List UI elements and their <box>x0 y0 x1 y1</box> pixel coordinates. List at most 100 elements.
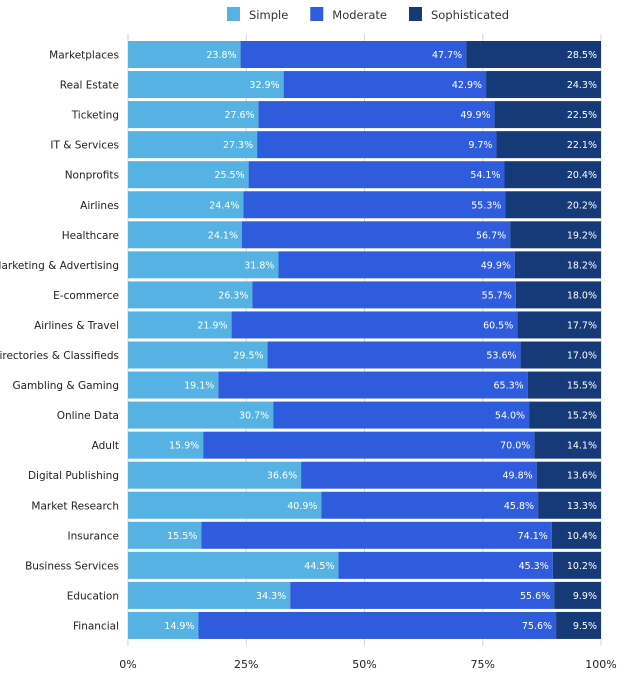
data-label: 26.3% <box>218 290 248 301</box>
data-label: 31.8% <box>244 260 274 271</box>
data-label: 34.3% <box>256 591 286 602</box>
data-label: 13.6% <box>567 471 597 482</box>
bar-segment-sophisticated <box>494 101 601 129</box>
category-label: Ticketing <box>71 110 119 122</box>
data-label: 45.3% <box>519 561 549 572</box>
data-label: 22.5% <box>567 110 597 121</box>
data-label: 19.2% <box>567 230 597 241</box>
bar-segment-simple <box>128 611 199 639</box>
bar-segment-sophisticated <box>556 611 601 639</box>
category-label: Education <box>67 590 119 602</box>
bar-segment-sophisticated <box>496 131 601 159</box>
data-label: 49.8% <box>502 471 532 482</box>
bar-segment-simple <box>128 71 284 99</box>
data-label: 23.8% <box>206 50 236 61</box>
data-label: 20.2% <box>567 200 597 211</box>
data-label: 17.7% <box>567 320 597 331</box>
legend-label: Moderate <box>332 8 387 22</box>
bar-segment-simple <box>128 41 241 68</box>
data-label: 30.7% <box>239 411 269 422</box>
bar-segment-sophisticated <box>529 401 601 429</box>
x-tick-label: 50% <box>352 658 376 671</box>
data-label: 14.9% <box>164 621 194 632</box>
bar-segment-sophisticated <box>552 551 601 579</box>
bar-segment-simple <box>128 521 202 549</box>
bar-segment-moderate <box>338 551 553 579</box>
bar-segment-simple <box>128 281 253 309</box>
data-label: 10.2% <box>567 561 597 572</box>
bar-segment-sophisticated <box>554 581 601 609</box>
data-label: 47.7% <box>432 50 462 61</box>
bar-segment-moderate <box>257 131 497 159</box>
bar-segment-sophisticated <box>536 461 601 489</box>
category-label: Market Research <box>31 500 119 512</box>
x-tick-label: 0% <box>119 658 136 671</box>
bar-segment-simple <box>128 311 232 339</box>
data-label: 55.3% <box>471 200 501 211</box>
bar-segment-moderate <box>321 491 539 519</box>
data-label: 15.5% <box>167 531 197 542</box>
data-label: 29.5% <box>233 351 263 362</box>
bar-segment-moderate <box>278 251 515 279</box>
data-label: 9.5% <box>573 621 597 632</box>
data-label: 74.1% <box>518 531 548 542</box>
bar-segment-moderate <box>267 341 521 369</box>
bar-segment-sophisticated <box>551 521 601 549</box>
data-label: 36.6% <box>267 471 297 482</box>
data-label: 15.2% <box>567 411 597 422</box>
bar-segment-moderate <box>201 521 552 549</box>
bar-segment-moderate <box>243 191 506 219</box>
legend-swatch <box>310 7 324 21</box>
data-label: 25.5% <box>214 170 244 181</box>
data-label: 70.0% <box>500 441 530 452</box>
data-label: 54.0% <box>495 411 525 422</box>
category-label: Healthcare <box>62 230 119 242</box>
data-label: 54.1% <box>470 170 500 181</box>
x-tick-label: 75% <box>471 658 495 671</box>
data-label: 9.7% <box>468 140 492 151</box>
bar-segment-simple <box>128 191 244 219</box>
bar-segment-simple <box>128 491 322 519</box>
bar-segment-simple <box>128 131 258 159</box>
data-label: 13.3% <box>567 501 597 512</box>
bar-segment-simple <box>128 401 274 429</box>
data-label: 18.0% <box>567 290 597 301</box>
bar-segment-moderate <box>252 281 516 309</box>
bar-segment-moderate <box>290 581 555 609</box>
bar-segment-simple <box>128 341 268 369</box>
data-label: 27.3% <box>223 140 253 151</box>
bar-segment-simple <box>128 251 279 279</box>
bar-segment-moderate <box>231 311 518 339</box>
bar-segment-simple <box>128 101 259 129</box>
category-label: IT & Services <box>50 140 119 152</box>
data-label: 21.9% <box>197 320 227 331</box>
bar-segment-simple <box>128 161 249 189</box>
bar-segment-moderate <box>283 71 487 99</box>
bar-segment-simple <box>128 371 219 399</box>
bar-segment-moderate <box>258 101 495 129</box>
bar-segment-simple <box>128 431 204 459</box>
data-label: 15.9% <box>169 441 199 452</box>
x-tick-label: 25% <box>234 658 258 671</box>
data-label: 27.6% <box>224 110 254 121</box>
category-label: Nonprofits <box>65 170 119 182</box>
legend-label: Simple <box>249 8 288 22</box>
data-label: 9.9% <box>573 591 597 602</box>
bar-segment-sophisticated <box>515 281 601 309</box>
data-label: 17.0% <box>567 351 597 362</box>
data-label: 20.4% <box>567 170 597 181</box>
bar-segment-simple <box>128 551 339 579</box>
data-label: 49.9% <box>481 260 511 271</box>
bar-segment-sophisticated <box>520 341 601 369</box>
data-label: 24.3% <box>567 80 597 91</box>
category-label: Digital Publishing <box>28 470 119 482</box>
bar-segment-moderate <box>248 161 505 189</box>
data-label: 18.2% <box>567 260 597 271</box>
data-label: 10.4% <box>567 531 597 542</box>
bar-segment-sophisticated <box>505 191 601 219</box>
x-tick-label: 100% <box>585 658 616 671</box>
category-label: Real Estate <box>60 80 119 92</box>
data-label: 55.7% <box>482 290 512 301</box>
category-label: Financial <box>73 620 119 632</box>
